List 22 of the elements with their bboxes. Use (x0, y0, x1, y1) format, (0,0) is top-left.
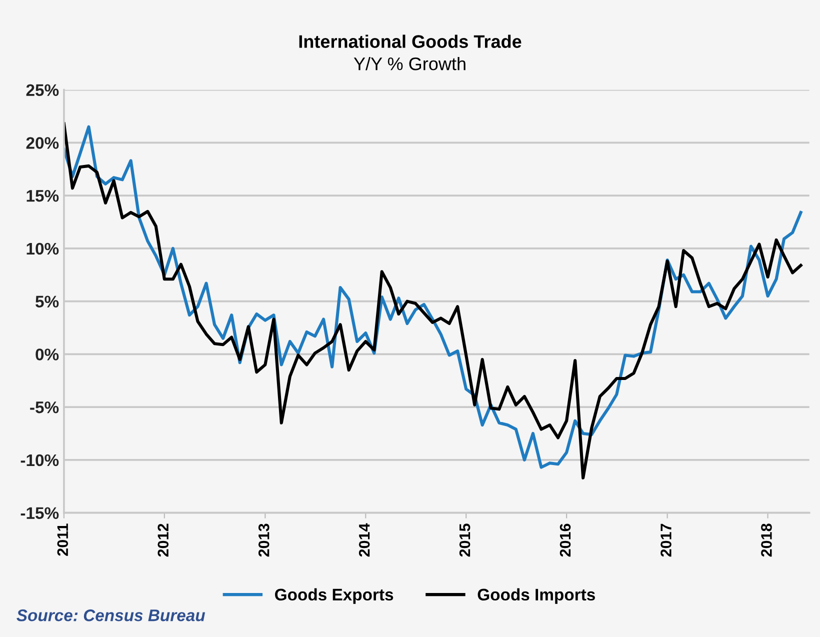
y-tick-label: -10% (20, 454, 59, 466)
y-tick-label: 0% (36, 348, 59, 360)
legend-label: Goods Exports (275, 588, 394, 604)
chart-title: International Goods Trade (299, 34, 522, 48)
x-tick-label: 2014 (358, 523, 370, 557)
chart-subtitle: Y/Y % Growth (354, 56, 466, 70)
y-tick-label: -5% (30, 401, 59, 414)
x-tick-label: 2011 (57, 524, 68, 556)
y-tick-label: 15% (26, 190, 59, 202)
x-tick-label: 2017 (660, 524, 672, 557)
source-note: Source: Census Bureau (16, 609, 206, 622)
y-tick-label: 25% (26, 84, 59, 96)
legend-label: Goods Imports (478, 588, 595, 604)
x-tick-label: 2015 (459, 524, 470, 557)
x-tick-label: 2018 (761, 524, 772, 557)
y-tick-label: -15% (20, 507, 59, 519)
y-tick-label: 10% (26, 242, 59, 255)
x-tick-label: 2013 (258, 524, 270, 557)
x-tick-label: 2016 (560, 524, 571, 557)
y-tick-label: 20% (26, 137, 59, 149)
x-tick-label: 2012 (158, 524, 169, 557)
y-tick-label: 5% (36, 296, 59, 308)
